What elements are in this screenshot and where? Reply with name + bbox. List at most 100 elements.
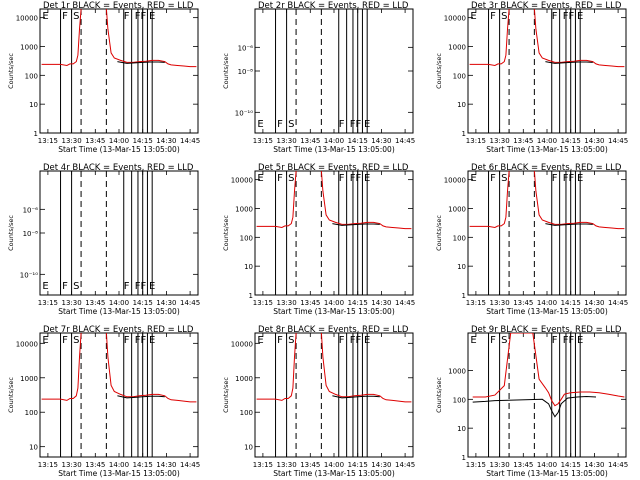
x-tick-label: 13:30 <box>490 461 510 469</box>
y-tick-label: 100 <box>25 72 38 80</box>
y-tick-label: 10⁻⁸ <box>238 68 254 76</box>
y-tick-label: 100 <box>453 72 466 80</box>
y-tick-label: 10000 <box>16 340 38 348</box>
panel-det-9: Det 9r BLACK = Events, RED = LLD 13:15 13:… <box>435 325 628 478</box>
x-tick-label: 13:30 <box>62 461 82 469</box>
y-tick-label: 10 <box>29 101 38 109</box>
x-tick-label: 14:00 <box>109 137 129 145</box>
x-tick-label: 14:00 <box>324 461 344 469</box>
event-marker: E <box>364 119 370 130</box>
panel-det-2: Det 2r BLACK = Events, RED = LLD 13:15 13:… <box>222 1 415 154</box>
x-tick-label: 14:45 <box>395 461 415 469</box>
event-marker: S <box>501 173 507 184</box>
event-marker: FF <box>350 335 362 346</box>
x-tick-label: 14:30 <box>156 461 176 469</box>
event-marker: S <box>501 335 507 346</box>
event-marker: F <box>552 173 558 184</box>
event-marker: F <box>124 335 130 346</box>
x-tick-label: 14:15 <box>133 299 153 307</box>
x-tick-label: 14:45 <box>608 299 628 307</box>
event-marker: F <box>62 281 68 292</box>
event-marker: S <box>73 281 79 292</box>
y-tick-label: 10⁻¹⁰ <box>20 271 38 279</box>
panel-det-8: Det 8r BLACK = Events, RED = LLD 13:15 13:… <box>222 325 415 478</box>
y-tick-label: 10 <box>457 101 466 109</box>
event-marker: F <box>490 335 496 346</box>
x-tick-label: 14:00 <box>324 299 344 307</box>
x-tick-label: 14:30 <box>371 137 391 145</box>
y-axis-label: Counts/sec <box>222 53 230 89</box>
y-tick-label: 100 <box>453 396 466 404</box>
panel-title: Det 7r BLACK = Events, RED = LLD <box>43 325 194 335</box>
event-marker: FF <box>350 119 362 130</box>
event-marker: E <box>470 335 476 346</box>
plot-frame <box>254 170 414 296</box>
lld-rate-line <box>41 9 197 68</box>
event-marker: E <box>364 173 370 184</box>
x-tick-label: 13:45 <box>513 299 533 307</box>
x-tick-label: 13:15 <box>466 137 486 145</box>
event-marker: F <box>277 173 283 184</box>
y-axis-label: Counts/sec <box>222 377 230 413</box>
y-tick-label: 10000 <box>231 340 253 348</box>
event-marker: E <box>470 11 476 22</box>
x-axis-label: Start Time (13-Mar-15 13:05:00) <box>58 469 180 478</box>
event-marker: F <box>552 11 558 22</box>
plot-frame <box>39 8 199 134</box>
panel-title: Det 4r BLACK = Events, RED = LLD <box>43 163 194 173</box>
event-marker: S <box>501 11 507 22</box>
lld-rate-line <box>472 333 625 407</box>
y-tick-label: 1 <box>249 292 253 300</box>
y-tick-label: 1000 <box>20 375 38 383</box>
x-tick-label: 14:15 <box>133 461 153 469</box>
x-tick-label: 13:30 <box>490 137 510 145</box>
y-tick-label: 10 <box>457 425 466 433</box>
x-tick-label: 13:30 <box>62 137 82 145</box>
x-tick-label: 14:30 <box>584 299 604 307</box>
panel-title: Det 5r BLACK = Events, RED = LLD <box>258 163 409 173</box>
x-tick-label: 13:15 <box>38 461 58 469</box>
panel-title: Det 1r BLACK = Events, RED = LLD <box>43 1 194 11</box>
x-tick-label: 14:30 <box>156 137 176 145</box>
y-tick-label: 1 <box>462 130 466 138</box>
event-marker: E <box>257 335 263 346</box>
event-marker: E <box>149 281 155 292</box>
y-tick-label: 10000 <box>16 15 38 23</box>
x-tick-label: 13:15 <box>466 299 486 307</box>
x-tick-label: 14:45 <box>180 461 200 469</box>
event-marker: S <box>288 119 294 130</box>
x-tick-label: 14:45 <box>180 299 200 307</box>
panel-det-6: Det 6r BLACK = Events, RED = LLD 13:15 13:… <box>435 163 628 316</box>
x-tick-label: 13:30 <box>277 461 297 469</box>
y-tick-label: 10⁻⁶ <box>238 44 254 52</box>
x-tick-label: 14:00 <box>537 461 557 469</box>
x-axis-label: Start Time (13-Mar-15 13:05:00) <box>486 307 608 316</box>
x-tick-label: 13:15 <box>466 461 486 469</box>
plot-frame <box>467 8 627 134</box>
event-marker: FF <box>563 11 575 22</box>
lld-rate-line <box>469 171 625 230</box>
event-marker: FF <box>350 173 362 184</box>
x-tick-label: 14:00 <box>109 461 129 469</box>
y-axis-label: Counts/sec <box>7 215 15 251</box>
x-tick-label: 14:15 <box>561 137 581 145</box>
panel-title: Det 9r BLACK = Events, RED = LLD <box>471 325 622 335</box>
x-tick-label: 13:45 <box>300 299 320 307</box>
x-tick-label: 13:45 <box>85 461 105 469</box>
event-marker: E <box>364 335 370 346</box>
y-tick-label: 1 <box>462 454 466 462</box>
plot-frame <box>39 332 199 458</box>
x-axis-label: Start Time (13-Mar-15 13:05:00) <box>273 145 395 154</box>
y-tick-label: 1000 <box>20 43 38 51</box>
panel-det-4: Det 4r BLACK = Events, RED = LLD 13:15 13:… <box>7 163 200 316</box>
y-tick-label: 10000 <box>444 15 466 23</box>
event-marker: S <box>73 335 79 346</box>
event-marker: E <box>42 281 48 292</box>
y-tick-label: 1 <box>462 292 466 300</box>
event-marker: F <box>490 173 496 184</box>
y-axis-label: Counts/sec <box>222 215 230 251</box>
event-rate-line <box>332 223 380 226</box>
y-axis-label: Counts/sec <box>435 53 443 89</box>
panel-det-5: Det 5r BLACK = Events, RED = LLD 13:15 13:… <box>222 163 415 316</box>
